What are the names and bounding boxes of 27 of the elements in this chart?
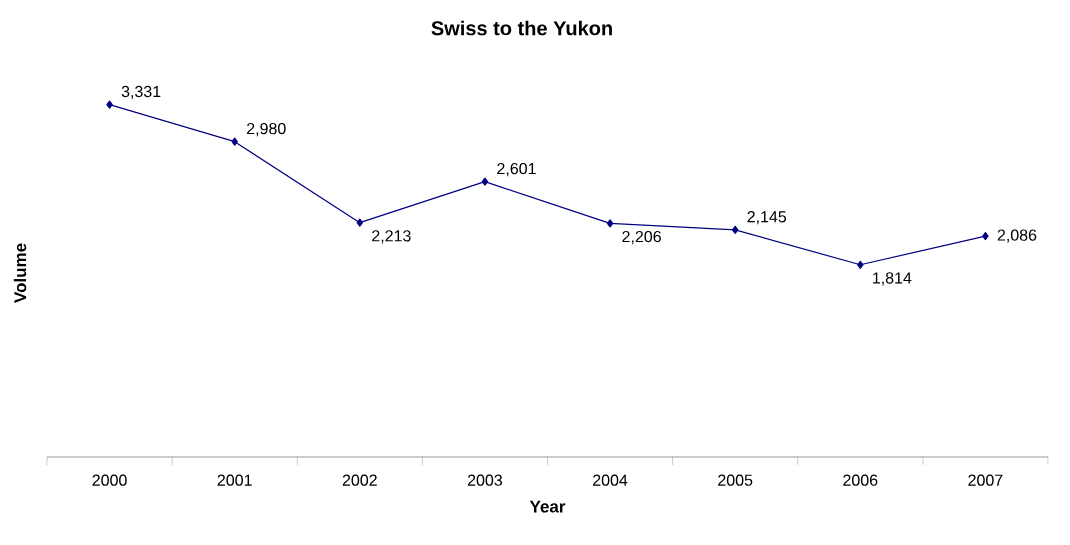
point	[481, 177, 489, 186]
x-tick-label: 2005	[718, 474, 753, 486]
x-tick-label: 2003	[467, 474, 503, 486]
x-tick-label: 2000	[92, 474, 127, 486]
data-label: 2,145	[747, 211, 787, 225]
x-axis-title: Year	[529, 500, 566, 513]
x-tick-label: 2002	[342, 474, 377, 486]
data-label: 2,086	[997, 229, 1037, 243]
data-label: 2,206	[622, 230, 661, 245]
x-tick-label: 2001	[217, 474, 252, 486]
point	[356, 218, 364, 227]
x-tick-label: 2007	[968, 474, 1003, 486]
data-label: 2,213	[372, 230, 411, 244]
data-label: 2,601	[497, 162, 536, 177]
point	[606, 219, 614, 228]
point	[231, 137, 238, 146]
data-label: 1,814	[873, 272, 912, 286]
point	[731, 225, 739, 234]
y-axis-title: Volume	[13, 243, 27, 303]
x-tick-label: 2004	[593, 474, 628, 486]
point	[857, 260, 864, 269]
point	[982, 231, 989, 241]
data-label: 2,980	[247, 122, 286, 137]
x-tick-label: 2006	[843, 474, 878, 486]
data-label: 3,331	[121, 85, 161, 100]
point	[106, 100, 113, 109]
chart-title: Swiss to the Yukon	[431, 20, 612, 36]
